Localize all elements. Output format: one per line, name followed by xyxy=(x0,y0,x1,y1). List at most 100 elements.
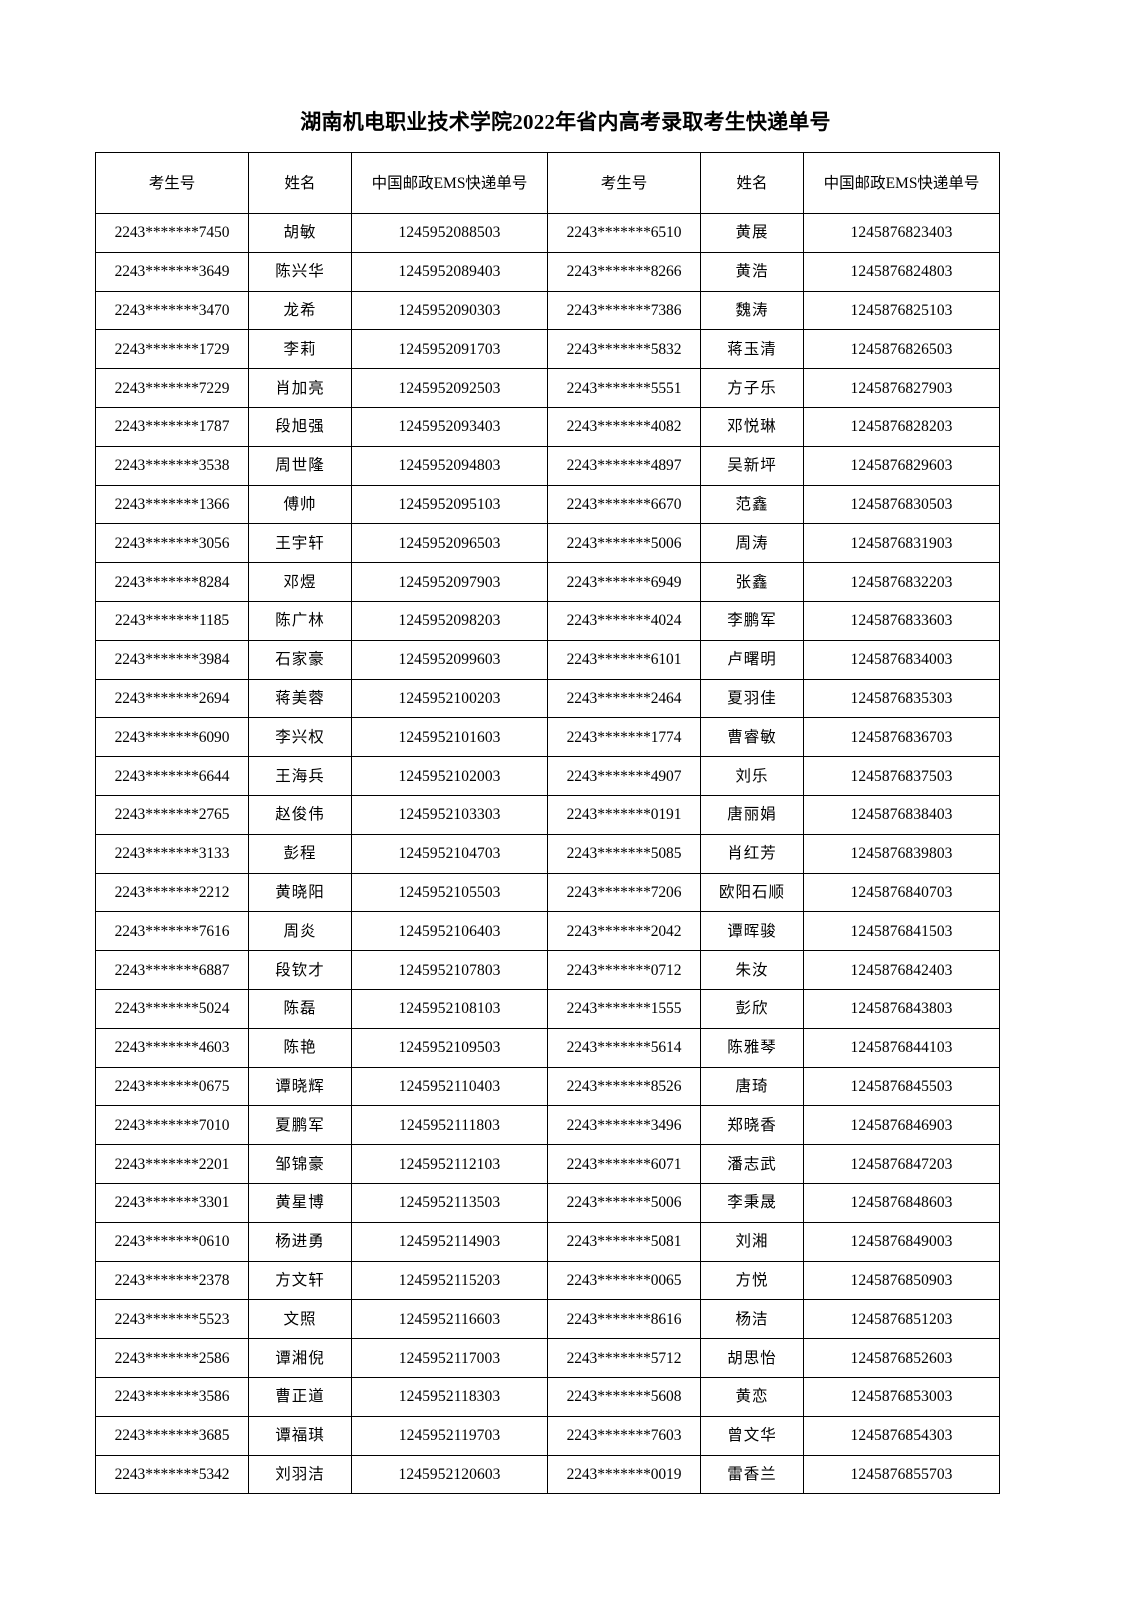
cell-candidate-id-left: 2243*******3133 xyxy=(95,833,249,874)
cell-tracking-left: 1245952114903 xyxy=(351,1221,548,1262)
cell-name-right: 方子乐 xyxy=(700,368,804,408)
cell-candidate-id-right: 2243*******6101 xyxy=(547,639,701,680)
cell-tracking-right: 1245876855703 xyxy=(803,1454,1000,1495)
cell-tracking-left: 1245952109503 xyxy=(351,1027,548,1068)
cell-name-left: 黄晓阳 xyxy=(248,872,352,913)
cell-tracking-left: 1245952088503 xyxy=(351,213,548,253)
table-row: 2243*******1185 陈广林 1245952098203 2243*****… xyxy=(95,600,1000,641)
cell-name-left: 谭晓辉 xyxy=(248,1066,352,1107)
cell-candidate-id-right: 2243*******6670 xyxy=(547,484,701,525)
cell-candidate-id-right: 2243*******6071 xyxy=(547,1144,701,1184)
table-row: 2243*******3538 周世隆 1245952094803 2243*****… xyxy=(95,445,1000,486)
cell-name-left: 邓煜 xyxy=(248,562,352,602)
cell-tracking-right: 1245876834003 xyxy=(803,639,1000,680)
cell-tracking-right: 1245876830503 xyxy=(803,484,1000,525)
cell-tracking-left: 1245952101603 xyxy=(351,717,548,758)
cell-tracking-right: 1245876838403 xyxy=(803,794,1000,835)
cell-candidate-id-left: 2243*******8284 xyxy=(95,562,249,602)
cell-tracking-left: 1245952105503 xyxy=(351,872,548,913)
table-row: 2243*******2378 方文轩 1245952115203 2243*****… xyxy=(95,1260,1000,1301)
cell-tracking-right: 1245876846903 xyxy=(803,1105,1000,1146)
cell-candidate-id-left: 2243*******1729 xyxy=(95,329,249,370)
cell-name-right: 谭晖骏 xyxy=(700,911,804,952)
cell-candidate-id-right: 2243*******5006 xyxy=(547,523,701,564)
cell-tracking-right: 1245876850903 xyxy=(803,1260,1000,1301)
cell-name-right: 陈雅琴 xyxy=(700,1027,804,1068)
cell-tracking-right: 1245876841503 xyxy=(803,911,1000,952)
cell-tracking-left: 1245952104703 xyxy=(351,833,548,874)
table-row: 2243*******3984 石家豪 1245952099603 2243*****… xyxy=(95,639,1000,680)
cell-candidate-id-left: 2243*******7616 xyxy=(95,911,249,952)
table-row: 2243*******5024 陈磊 1245952108103 2243******… xyxy=(95,988,1000,1029)
cell-tracking-right: 1245876849003 xyxy=(803,1221,1000,1262)
cell-name-left: 龙希 xyxy=(248,290,352,331)
header-row: 考生号 姓名 中国邮政EMS快递单号 考生号 姓名 中国邮政 xyxy=(95,152,1000,214)
cell-candidate-id-right: 2243*******2042 xyxy=(547,911,701,952)
table-header: 考生号 姓名 中国邮政EMS快递单号 考生号 姓名 中国邮政 xyxy=(95,152,1000,214)
cell-candidate-id-right: 2243*******5712 xyxy=(547,1338,701,1378)
cell-tracking-right: 1245876851203 xyxy=(803,1299,1000,1340)
cell-name-left: 周世隆 xyxy=(248,445,352,486)
table-row: 2243*******0610 杨进勇 1245952114903 2243*****… xyxy=(95,1221,1000,1262)
cell-name-left: 曹正道 xyxy=(248,1376,352,1417)
table-row: 2243*******3649 陈兴华 1245952089403 2243*****… xyxy=(95,251,1000,292)
cell-name-right: 范鑫 xyxy=(700,484,804,525)
cell-candidate-id-right: 2243*******8526 xyxy=(547,1066,701,1107)
table-row: 2243*******6887 段钦才 1245952107803 2243*****… xyxy=(95,950,1000,990)
cell-name-right: 刘湘 xyxy=(700,1221,804,1262)
table-row: 2243*******5523 文照 1245952116603 2243******… xyxy=(95,1299,1000,1340)
cell-tracking-right: 1245876832203 xyxy=(803,562,1000,602)
cell-tracking-right: 1245876825103 xyxy=(803,290,1000,331)
cell-tracking-left: 1245952115203 xyxy=(351,1260,548,1301)
table-row: 2243*******3056 王宇轩 1245952096503 2243*****… xyxy=(95,523,1000,564)
cell-candidate-id-left: 2243*******3649 xyxy=(95,251,249,292)
cell-name-left: 胡敏 xyxy=(248,213,352,253)
cell-name-right: 周涛 xyxy=(700,523,804,564)
cell-candidate-id-right: 2243*******5085 xyxy=(547,833,701,874)
cell-tracking-left: 1245952096503 xyxy=(351,523,548,564)
cell-name-right: 方悦 xyxy=(700,1260,804,1301)
cell-tracking-right: 1245876827903 xyxy=(803,368,1000,408)
cell-tracking-left: 1245952116603 xyxy=(351,1299,548,1340)
cell-tracking-left: 1245952099603 xyxy=(351,639,548,680)
cell-candidate-id-right: 2243*******6949 xyxy=(547,562,701,602)
cell-tracking-right: 1245876842403 xyxy=(803,950,1000,990)
cell-tracking-left: 1245952108103 xyxy=(351,988,548,1029)
cell-tracking-right: 1245876845503 xyxy=(803,1066,1000,1107)
cell-name-left: 夏鹏军 xyxy=(248,1105,352,1146)
cell-candidate-id-right: 2243*******3496 xyxy=(547,1105,701,1146)
cell-name-right: 黄浩 xyxy=(700,251,804,292)
cell-candidate-id-left: 2243*******3586 xyxy=(95,1376,249,1417)
cell-candidate-id-right: 2243*******4907 xyxy=(547,756,701,796)
cell-name-right: 欧阳石顺 xyxy=(700,872,804,913)
cell-candidate-id-right: 2243*******5614 xyxy=(547,1027,701,1068)
cell-candidate-id-left: 2243*******6887 xyxy=(95,950,249,990)
cell-tracking-right: 1245876823403 xyxy=(803,213,1000,253)
table-row: 2243*******2586 谭湘倪 1245952117003 2243*****… xyxy=(95,1338,1000,1378)
cell-tracking-right: 1245876848603 xyxy=(803,1182,1000,1223)
cell-tracking-right: 1245876839803 xyxy=(803,833,1000,874)
cell-tracking-right: 1245876854303 xyxy=(803,1415,1000,1456)
cell-name-left: 赵俊伟 xyxy=(248,794,352,835)
cell-tracking-right: 1245876828203 xyxy=(803,406,1000,447)
cell-candidate-id-left: 2243*******7010 xyxy=(95,1105,249,1146)
cell-name-right: 杨洁 xyxy=(700,1299,804,1340)
table-row: 2243*******2694 蒋美蓉 1245952100203 2243*****… xyxy=(95,678,1000,719)
cell-name-right: 李鹏军 xyxy=(700,600,804,641)
cell-name-right: 黄恋 xyxy=(700,1376,804,1417)
table-row: 2243*******7010 夏鹏军 1245952111803 2243*****… xyxy=(95,1105,1000,1146)
cell-tracking-left: 1245952119703 xyxy=(351,1415,548,1456)
cell-candidate-id-right: 2243*******1555 xyxy=(547,988,701,1029)
table-row: 2243*******3470 龙希 1245952090303 2243******… xyxy=(95,290,1000,331)
cell-name-right: 黄展 xyxy=(700,213,804,253)
table-row: 2243*******7450 胡敏 1245952088503 2243******… xyxy=(95,213,1000,253)
cell-name-right: 张鑫 xyxy=(700,562,804,602)
cell-tracking-left: 1245952089403 xyxy=(351,251,548,292)
cell-candidate-id-left: 2243*******2212 xyxy=(95,872,249,913)
header-label: 中国邮政EMS快递单号 xyxy=(823,174,980,192)
cell-candidate-id-left: 2243*******5024 xyxy=(95,988,249,1029)
cell-name-right: 唐丽娟 xyxy=(700,794,804,835)
cell-tracking-left: 1245952095103 xyxy=(351,484,548,525)
cell-name-left: 蒋美蓉 xyxy=(248,678,352,719)
